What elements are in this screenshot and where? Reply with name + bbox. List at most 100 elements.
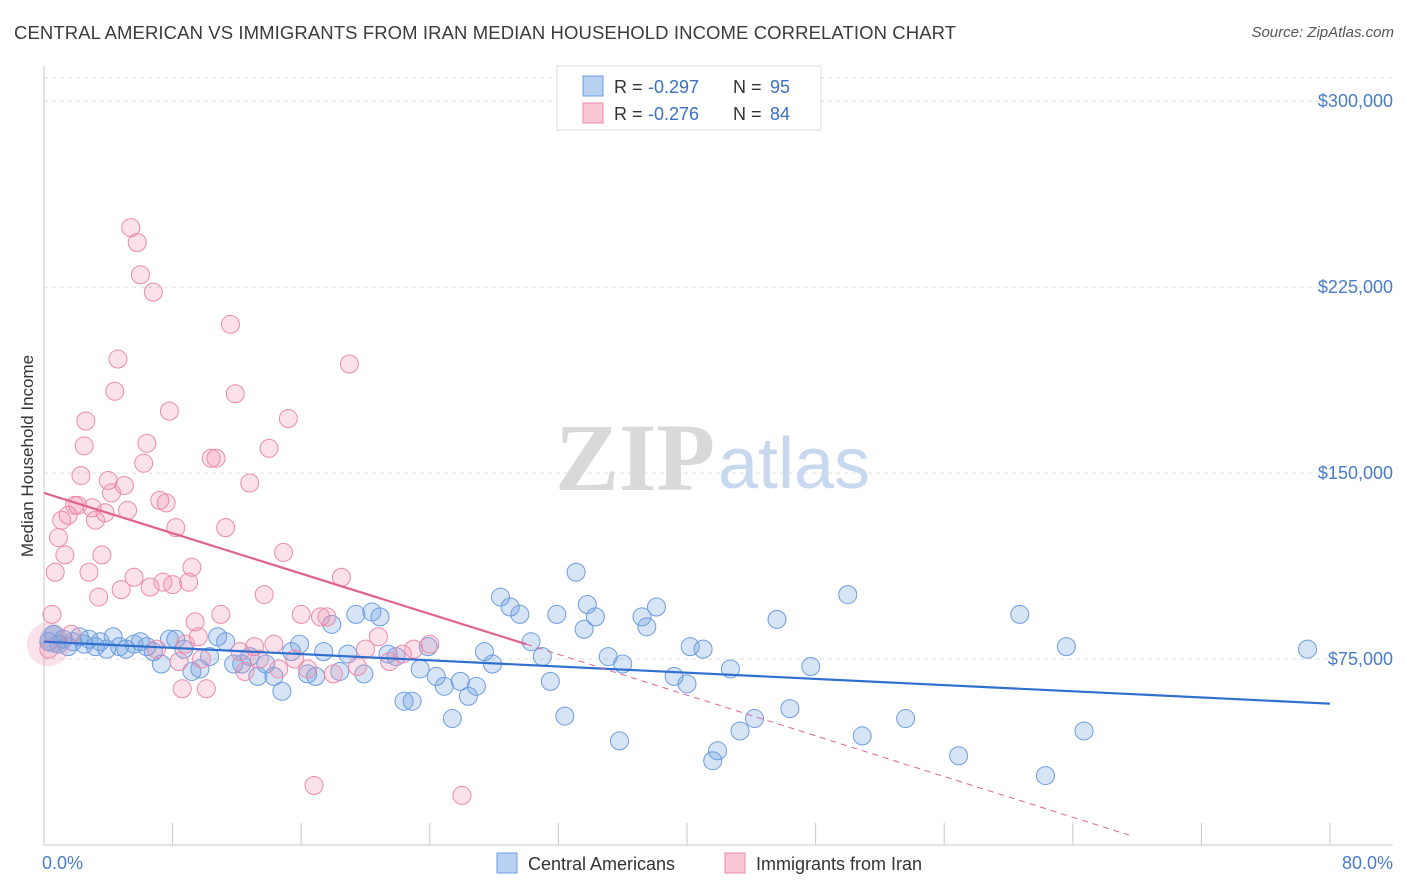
point-central-americans [466,676,486,696]
point-central-americans [547,604,567,624]
point-iran [92,545,112,565]
point-central-americans [585,607,605,627]
legend-n-label-1: N = [733,77,762,97]
point-central-americans [646,597,666,617]
axes [43,66,1393,846]
point-iran [323,664,343,684]
point-iran [172,679,192,699]
point-central-americans [426,666,446,686]
legend-swatch-blue [582,75,604,97]
point-central-americans [555,706,575,726]
legend-r-value-2: -0.276 [648,104,699,124]
watermark-zip: ZIP [555,404,715,511]
point-central-americans [703,751,723,771]
legend-swatch-pink [582,102,604,124]
point-central-americans [510,604,530,624]
legend-r-label-1: R = [614,77,643,97]
watermark-atlas: atlas [718,424,870,504]
point-iran [264,634,284,654]
point-central-americans [1010,604,1030,624]
point-central-americans [1297,639,1317,659]
point-central-americans [838,585,858,605]
point-cluster-iran [26,622,71,667]
point-iran [124,567,144,587]
point-iran [105,381,125,401]
point-iran [85,510,105,530]
point-central-americans [767,609,787,629]
point-iran [206,448,226,468]
point-iran [143,282,163,302]
point-iran [192,649,212,669]
point-iran [240,473,260,493]
point-central-americans [574,619,594,639]
point-iran [140,577,160,597]
point-iran [45,562,65,582]
point-iran [89,587,109,607]
watermark: ZIP atlas [555,404,870,511]
point-iran [39,639,59,659]
point-iran [79,562,99,582]
point-central-americans [1074,721,1094,741]
data-points [26,218,1317,805]
grid-lines [44,77,1393,660]
point-iran [137,433,157,453]
point-iran [452,785,472,805]
point-iran [74,436,94,456]
point-central-americans [314,642,334,662]
point-iran [55,545,75,565]
point-iran [235,661,255,681]
point-iran [368,627,388,647]
y-tick-label: $225,000 [1318,277,1393,297]
series-legend-label-central-americans: Central Americans [528,854,675,874]
x-tick-label-max: 80.0% [1342,853,1393,873]
trend-line-central-americans [43,640,1331,705]
chart-title: CENTRAL AMERICAN VS IMMIGRANTS FROM IRAN… [14,22,957,43]
point-iran [201,448,221,468]
point-iran [48,528,68,548]
y-tick-label: $300,000 [1318,91,1393,111]
point-central-americans [224,654,244,674]
point-iran [278,409,298,429]
point-iran [76,411,96,431]
series-legend: Central Americans Immigrants from Iran [496,852,922,874]
point-iran [156,493,176,513]
trend-lines [43,491,1331,836]
point-central-americans [949,746,969,766]
legend-n-value-1: 95 [770,77,790,97]
series-legend-label-iran: Immigrants from Iran [756,854,922,874]
point-central-americans [637,617,657,637]
point-central-americans [632,607,652,627]
legend-n-value-2: 84 [770,104,790,124]
point-iran [42,604,62,624]
legend-r-value-1: -0.297 [648,77,699,97]
point-iran [249,649,269,669]
point-iran [196,679,216,699]
point-central-americans [745,709,765,729]
trend-line-iran [43,491,527,646]
point-iran [188,627,208,647]
x-tick-label-min: 0.0% [42,853,83,873]
point-central-americans [434,676,454,696]
point-iran [52,510,72,530]
point-central-americans [852,726,872,746]
point-central-americans [1056,637,1076,657]
point-iran [420,634,440,654]
point-iran [216,518,236,538]
point-central-americans [521,632,541,652]
point-iran [304,775,324,795]
point-central-americans [200,647,220,667]
point-central-americans [708,741,728,761]
point-central-americans [346,604,366,624]
point-iran [58,505,78,525]
point-iran [220,314,240,334]
point-central-americans [566,562,586,582]
legend-n-label-2: N = [733,104,762,124]
point-iran [134,453,154,473]
point-iran [274,542,294,562]
point-central-americans [410,659,430,679]
legend-r-label-2: R = [614,104,643,124]
point-central-americans [370,607,390,627]
tick-labels: $75,000 $150,000 $225,000 $300,000 0.0% 80.0% [42,91,1393,873]
point-iran [211,604,231,624]
point-central-americans [532,647,552,667]
